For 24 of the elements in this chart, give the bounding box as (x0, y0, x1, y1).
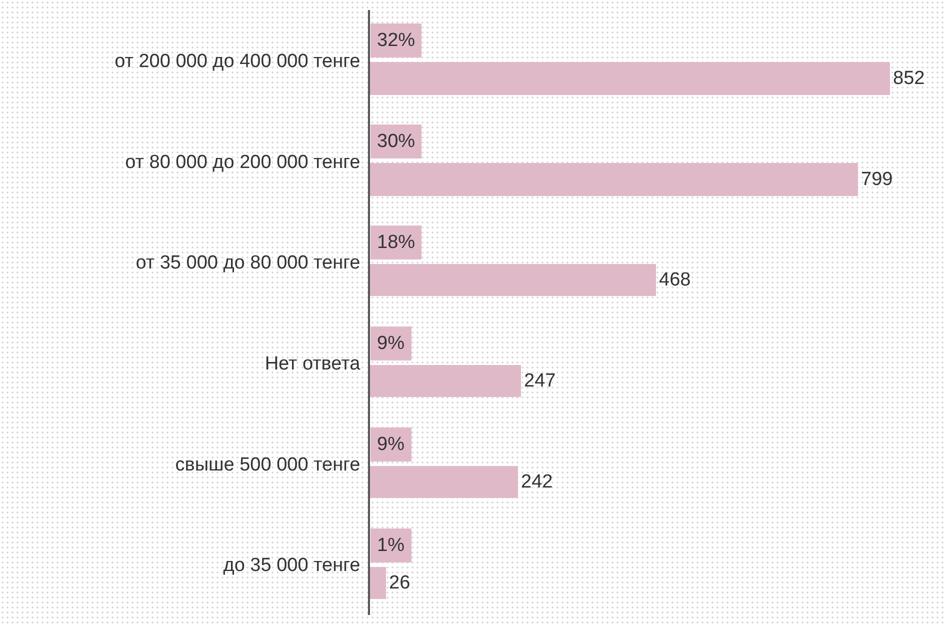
data-label: 26 (389, 572, 410, 594)
bar (370, 62, 890, 95)
data-label: 242 (521, 472, 553, 492)
y-tick-label: свыше 500 000 тенге (175, 454, 360, 476)
y-tick-label: от 35 000 до 80 000 тенге (136, 252, 360, 274)
annotation: 9% (377, 434, 405, 455)
annotation: 1% (377, 535, 405, 556)
data-label: 799 (861, 169, 893, 190)
bar (370, 365, 521, 397)
annotation: 18% (377, 232, 416, 253)
annotation: 9% (377, 333, 405, 354)
data-label: 468 (659, 270, 691, 290)
y-tick-label: от 80 000 до 200 000 тенге (125, 152, 360, 173)
bar (370, 466, 518, 498)
annotation: 32% (377, 30, 416, 51)
y-tick-label: Нет ответа (264, 354, 361, 375)
bar (370, 163, 858, 196)
bar (370, 264, 656, 296)
annotation: 30% (377, 131, 416, 152)
data-label: 852 (893, 68, 925, 89)
y-tick-label: от 200 000 до 400 000 тенге (114, 51, 360, 72)
y-tick-label: до 35 000 тенге (223, 555, 360, 576)
bar (370, 567, 386, 599)
data-label: 247 (524, 370, 556, 392)
